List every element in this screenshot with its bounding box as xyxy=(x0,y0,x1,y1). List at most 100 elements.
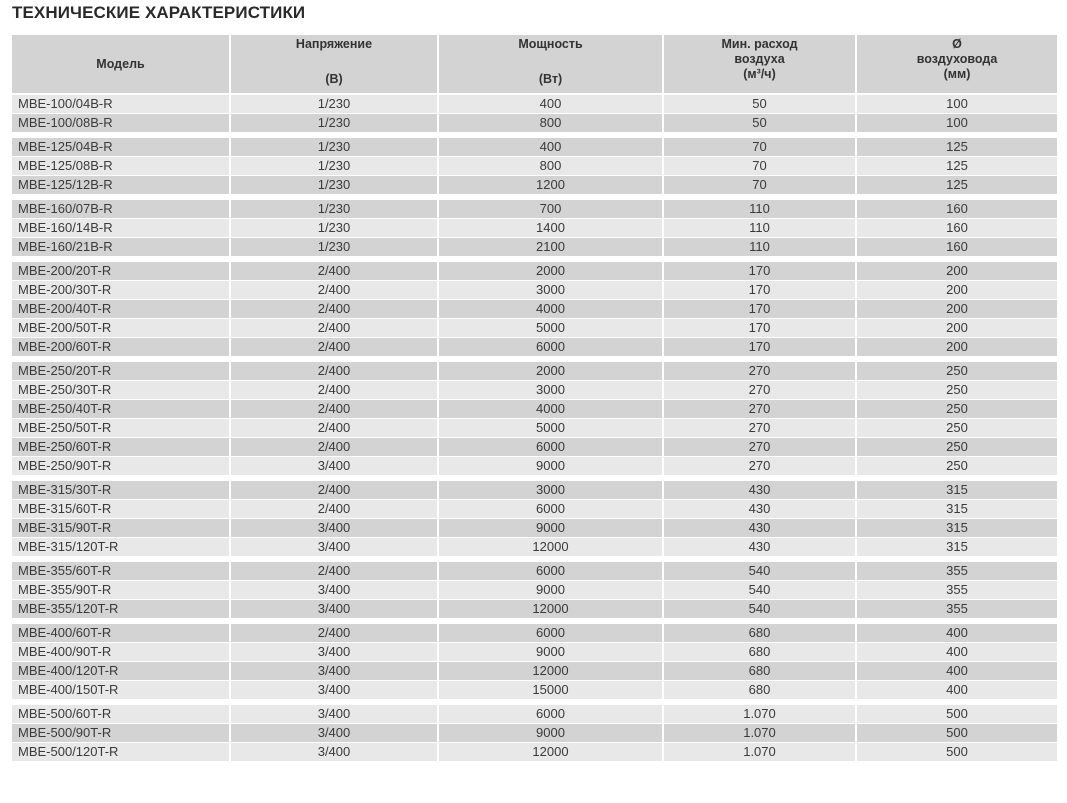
cell-airflow: 70 xyxy=(664,176,855,195)
table-row: MBE-355/60T-R 2/400 6000 540 355 xyxy=(12,562,1057,581)
cell-power: 2000 xyxy=(439,262,662,281)
cell-duct: 100 xyxy=(857,114,1057,133)
table-row: MBE-250/20T-R 2/400 2000 270 250 xyxy=(12,362,1057,381)
cell-voltage: 1/230 xyxy=(231,238,437,257)
cell-duct: 250 xyxy=(857,400,1057,419)
cell-model: MBE-200/20T-R xyxy=(12,262,229,281)
table-row: MBE-500/90T-R 3/400 9000 1.070 500 xyxy=(12,724,1057,743)
separator-cell xyxy=(12,700,1057,705)
table-row: MBE-250/40T-R 2/400 4000 270 250 xyxy=(12,400,1057,419)
cell-model: MBE-200/30T-R xyxy=(12,281,229,300)
cell-duct: 500 xyxy=(857,743,1057,762)
cell-voltage: 3/400 xyxy=(231,662,437,681)
table-row: MBE-200/50T-R 2/400 5000 170 200 xyxy=(12,319,1057,338)
cell-airflow: 680 xyxy=(664,643,855,662)
header-power-unit: (Вт) xyxy=(538,72,563,86)
cell-model: MBE-160/07B-R xyxy=(12,200,229,219)
cell-voltage: 2/400 xyxy=(231,300,437,319)
group-separator xyxy=(12,476,1057,481)
cell-duct: 200 xyxy=(857,338,1057,357)
cell-voltage: 2/400 xyxy=(231,500,437,519)
separator-cell xyxy=(12,257,1057,262)
separator-cell xyxy=(12,133,1057,138)
cell-duct: 355 xyxy=(857,600,1057,619)
table-row: MBE-250/90T-R 3/400 9000 270 250 xyxy=(12,457,1057,476)
cell-power: 6000 xyxy=(439,500,662,519)
table-row: MBE-315/120T-R 3/400 12000 430 315 xyxy=(12,538,1057,557)
cell-voltage: 2/400 xyxy=(231,438,437,457)
cell-airflow: 270 xyxy=(664,438,855,457)
cell-voltage: 3/400 xyxy=(231,600,437,619)
cell-power: 5000 xyxy=(439,319,662,338)
cell-voltage: 3/400 xyxy=(231,457,437,476)
cell-voltage: 2/400 xyxy=(231,362,437,381)
page-title: ТЕХНИЧЕСКИЕ ХАРАКТЕРИСТИКИ xyxy=(12,3,306,22)
cell-duct: 315 xyxy=(857,500,1057,519)
cell-voltage: 3/400 xyxy=(231,681,437,700)
cell-voltage: 1/230 xyxy=(231,200,437,219)
table-body: MBE-100/04B-R 1/230 400 50 100 MBE-100/08B-R 1… xyxy=(12,95,1057,762)
cell-duct: 315 xyxy=(857,481,1057,500)
cell-duct: 500 xyxy=(857,705,1057,724)
cell-power: 12000 xyxy=(439,600,662,619)
separator-cell xyxy=(12,619,1057,624)
cell-model: MBE-250/90T-R xyxy=(12,457,229,476)
cell-model: MBE-500/120T-R xyxy=(12,743,229,762)
cell-voltage: 2/400 xyxy=(231,419,437,438)
cell-power: 3000 xyxy=(439,481,662,500)
cell-power: 9000 xyxy=(439,581,662,600)
cell-duct: 200 xyxy=(857,281,1057,300)
cell-voltage: 2/400 xyxy=(231,262,437,281)
cell-model: MBE-125/04B-R xyxy=(12,138,229,157)
cell-airflow: 70 xyxy=(664,138,855,157)
cell-model: MBE-400/90T-R xyxy=(12,643,229,662)
header-duct-symbol: Ø xyxy=(952,37,962,51)
table-row: MBE-400/150T-R 3/400 15000 680 400 xyxy=(12,681,1057,700)
cell-airflow: 170 xyxy=(664,262,855,281)
table-row: MBE-355/90T-R 3/400 9000 540 355 xyxy=(12,581,1057,600)
cell-duct: 125 xyxy=(857,138,1057,157)
header-duct-label: воздуховода xyxy=(916,52,998,66)
cell-duct: 400 xyxy=(857,662,1057,681)
cell-voltage: 1/230 xyxy=(231,114,437,133)
table-row: MBE-200/40T-R 2/400 4000 170 200 xyxy=(12,300,1057,319)
table-row: MBE-160/14B-R 1/230 1400 110 160 xyxy=(12,219,1057,238)
cell-voltage: 1/230 xyxy=(231,95,437,114)
cell-power: 15000 xyxy=(439,681,662,700)
cell-duct: 100 xyxy=(857,95,1057,114)
cell-power: 5000 xyxy=(439,419,662,438)
table-row: MBE-500/60T-R 3/400 6000 1.070 500 xyxy=(12,705,1057,724)
cell-duct: 400 xyxy=(857,643,1057,662)
cell-voltage: 1/230 xyxy=(231,138,437,157)
table-row: MBE-160/07B-R 1/230 700 110 160 xyxy=(12,200,1057,219)
cell-duct: 125 xyxy=(857,157,1057,176)
specs-table: Модель Напряжение (В) Мощность (Вт) Мин. р… xyxy=(10,35,1059,762)
cell-model: MBE-250/50T-R xyxy=(12,419,229,438)
group-separator xyxy=(12,357,1057,362)
cell-voltage: 2/400 xyxy=(231,481,437,500)
cell-duct: 250 xyxy=(857,438,1057,457)
header-airflow: Мин. расход воздуха (м³/ч) xyxy=(664,35,855,95)
table-row: MBE-400/60T-R 2/400 6000 680 400 xyxy=(12,624,1057,643)
table-row: MBE-400/120T-R 3/400 12000 680 400 xyxy=(12,662,1057,681)
cell-airflow: 540 xyxy=(664,600,855,619)
cell-power: 2000 xyxy=(439,362,662,381)
cell-model: MBE-200/40T-R xyxy=(12,300,229,319)
cell-power: 6000 xyxy=(439,705,662,724)
cell-voltage: 3/400 xyxy=(231,643,437,662)
cell-airflow: 270 xyxy=(664,419,855,438)
cell-airflow: 110 xyxy=(664,200,855,219)
cell-power: 6000 xyxy=(439,338,662,357)
header-duct-unit: (мм) xyxy=(943,67,971,81)
table-row: MBE-315/60T-R 2/400 6000 430 315 xyxy=(12,500,1057,519)
header-row: Модель Напряжение (В) Мощность (Вт) Мин. р… xyxy=(12,35,1057,95)
cell-power: 9000 xyxy=(439,643,662,662)
cell-voltage: 1/230 xyxy=(231,157,437,176)
cell-voltage: 1/230 xyxy=(231,176,437,195)
cell-model: MBE-200/60T-R xyxy=(12,338,229,357)
group-separator xyxy=(12,700,1057,705)
cell-power: 12000 xyxy=(439,743,662,762)
cell-duct: 250 xyxy=(857,419,1057,438)
header-airflow-label: Мин. расход xyxy=(721,37,798,51)
